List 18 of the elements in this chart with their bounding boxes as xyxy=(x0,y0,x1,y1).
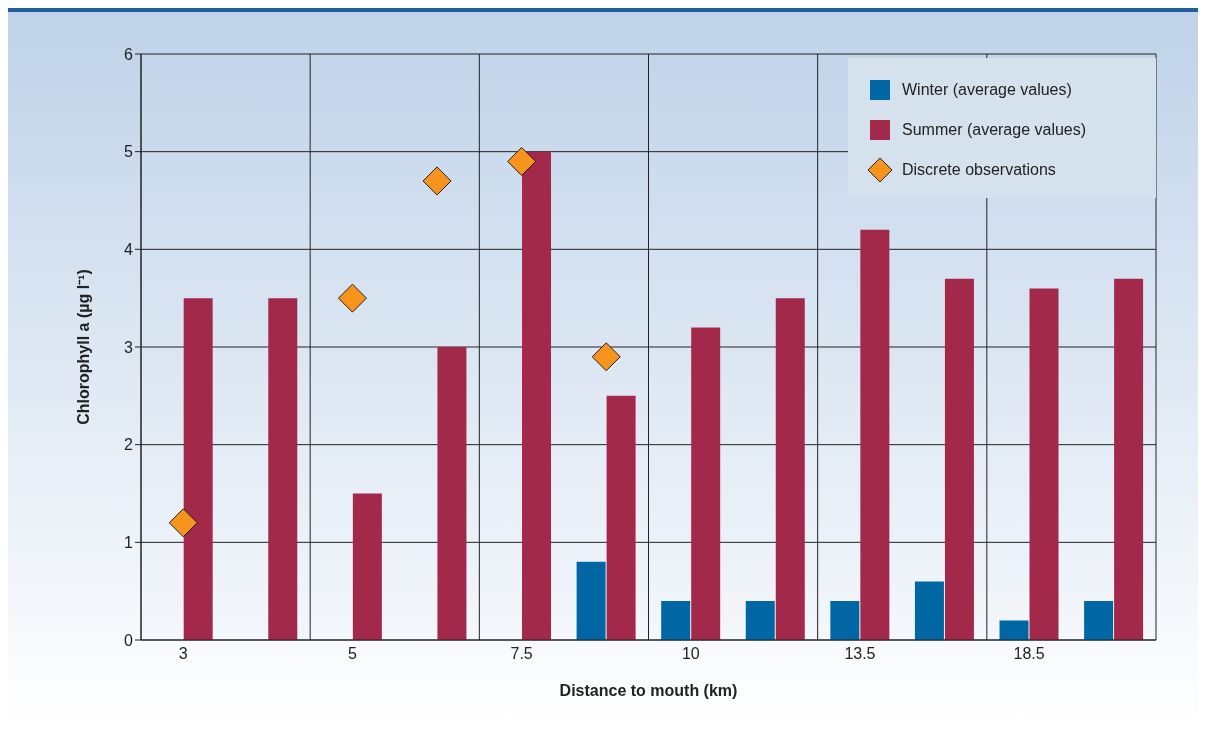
x-tick-label: 3 xyxy=(178,645,188,663)
x-axis-title: Distance to mouth (km) xyxy=(559,682,738,699)
y-tick-label: 3 xyxy=(124,338,134,356)
y-tick-label: 5 xyxy=(124,143,134,161)
y-tick-label: 6 xyxy=(124,45,134,63)
y-tick-label: 0 xyxy=(124,631,134,649)
y-axis-title: Chlorophyll a (µg l⁻¹) xyxy=(74,269,92,425)
y-tick-label: 2 xyxy=(124,436,134,454)
legend-label: Discrete observations xyxy=(902,161,1056,179)
x-tick-label: 18.5 xyxy=(1013,645,1045,663)
x-tick-label: 5 xyxy=(348,645,358,663)
y-tick-label: 1 xyxy=(124,534,134,552)
y-tick-label: 4 xyxy=(124,241,134,259)
x-tick-label: 7.5 xyxy=(510,645,533,663)
x-tick-label: 10 xyxy=(681,645,700,663)
x-tick-label: 13.5 xyxy=(844,645,876,663)
legend-label: Summer (average values) xyxy=(902,121,1087,139)
legend-label: Winter (average values) xyxy=(902,81,1072,99)
